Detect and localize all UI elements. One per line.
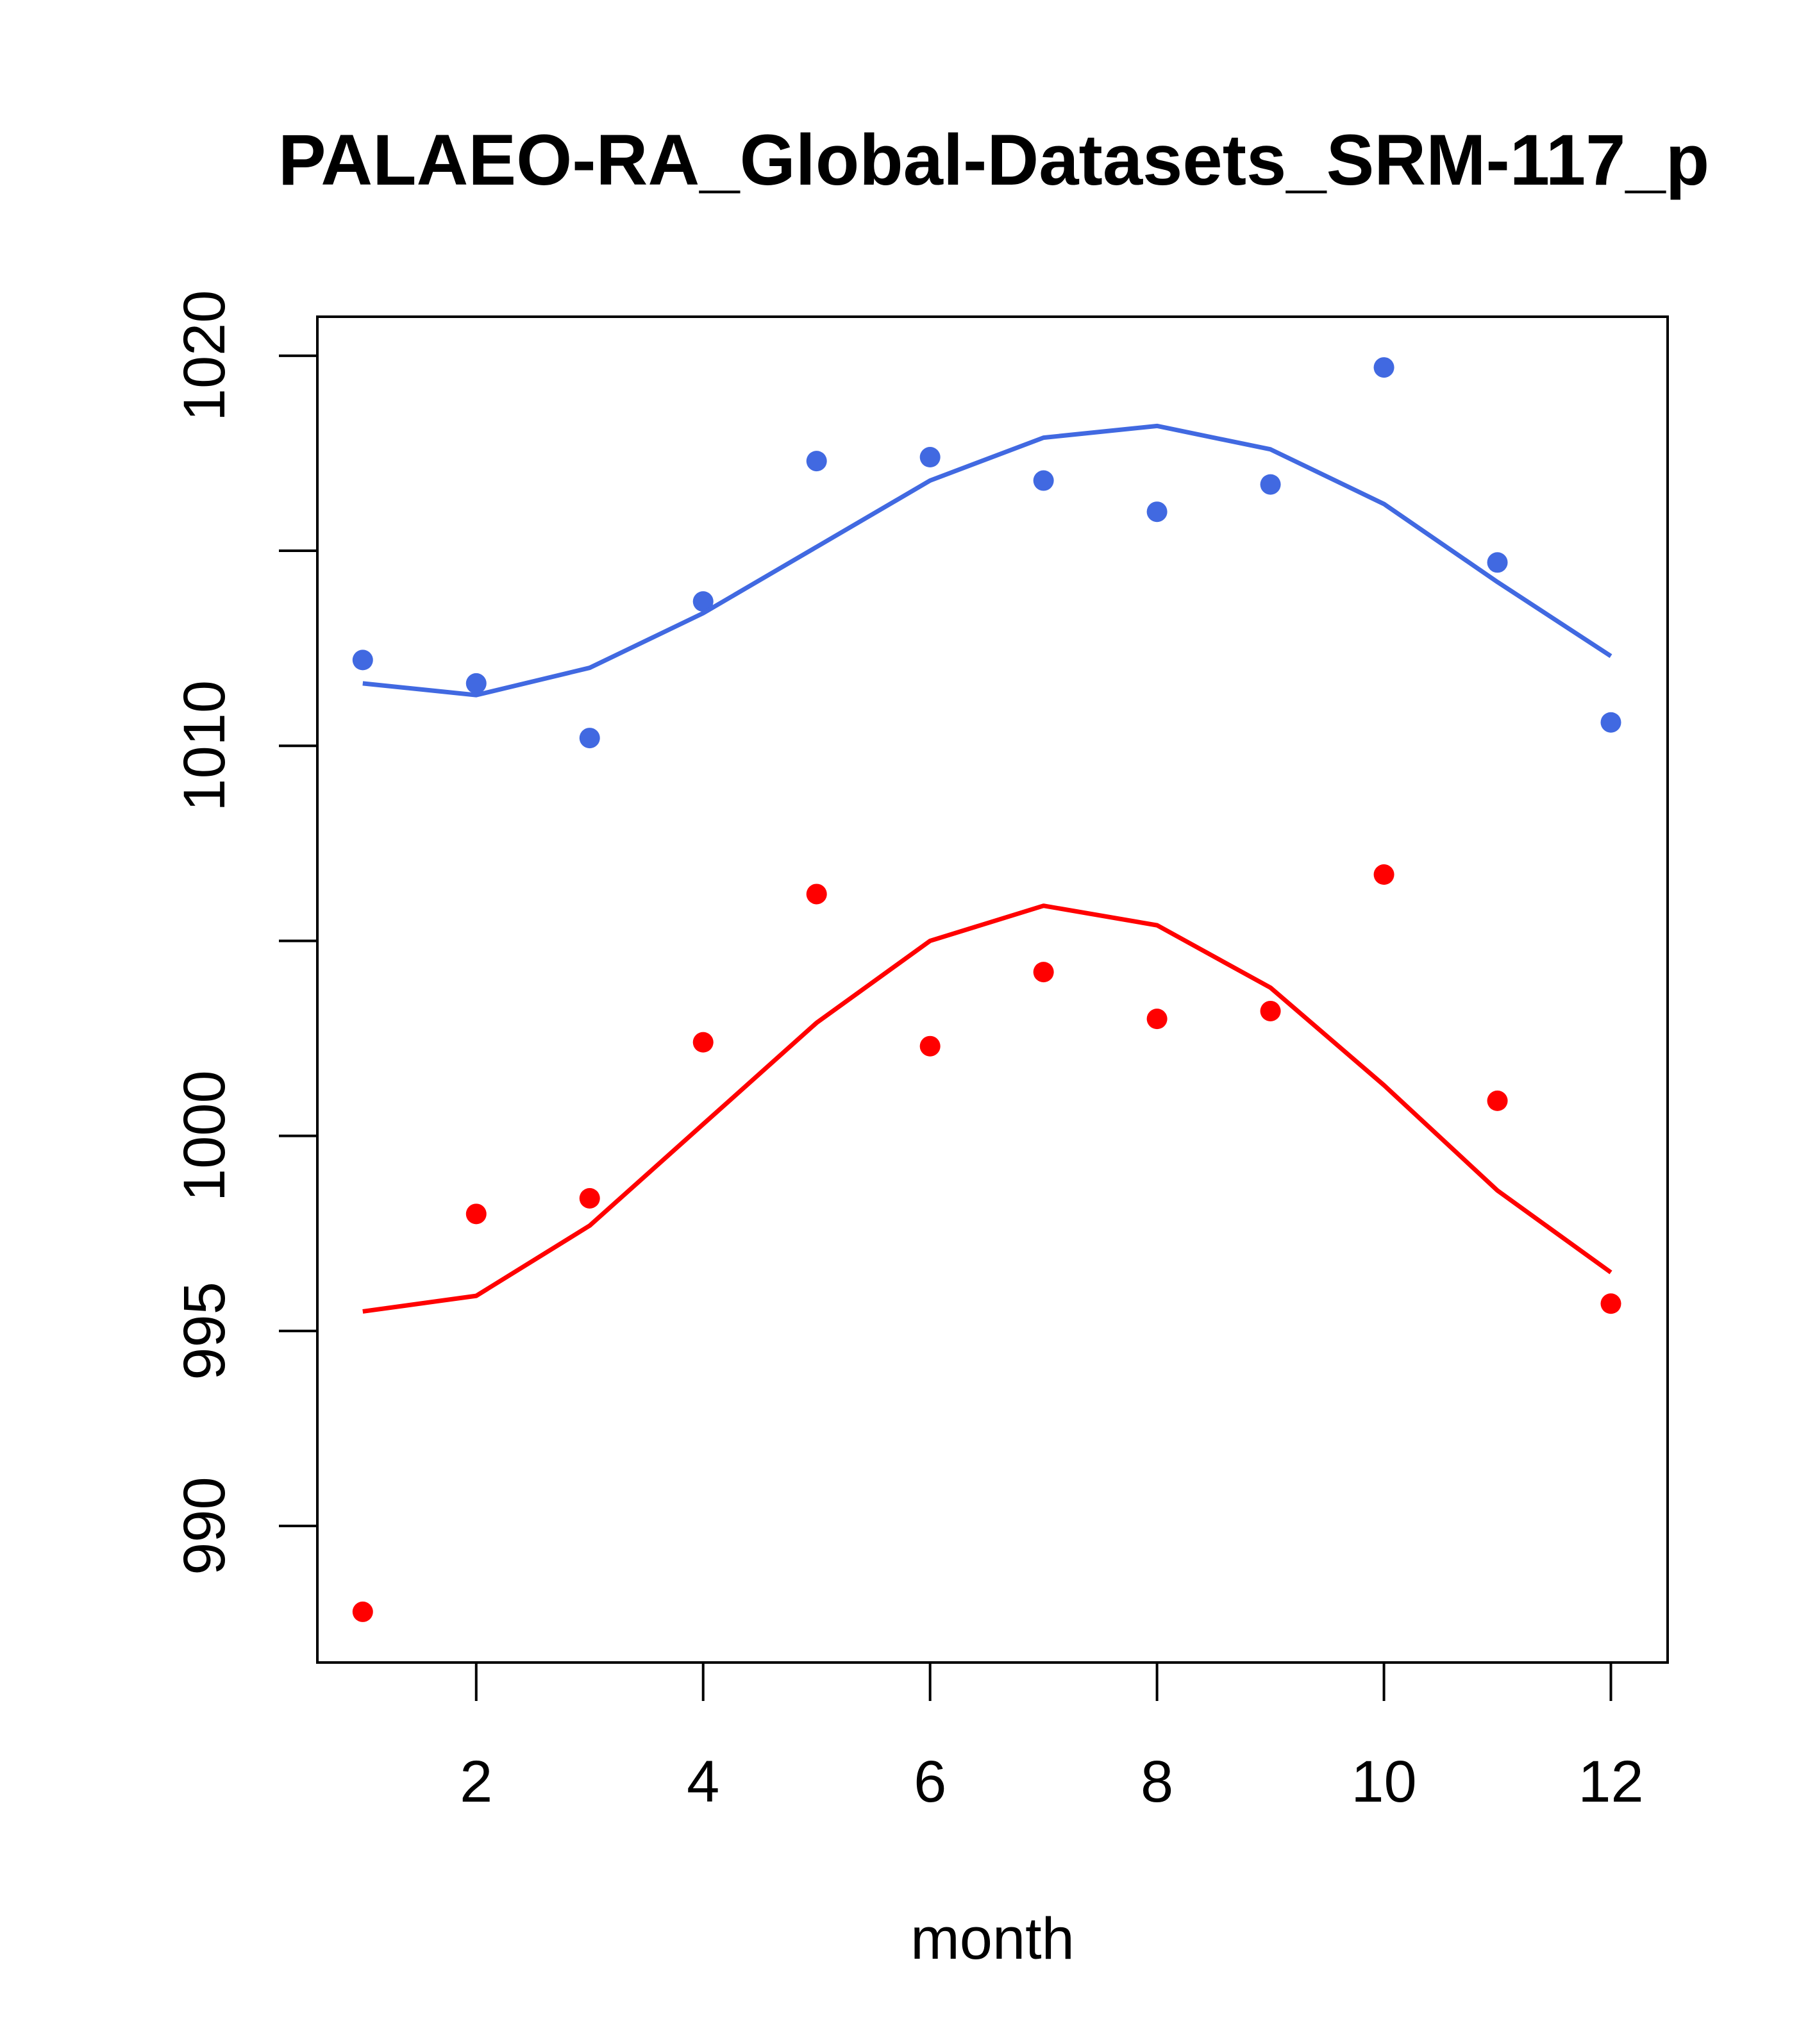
red-point [1033, 962, 1054, 983]
x-tick-label: 2 [460, 1749, 492, 1814]
blue-point [579, 728, 600, 749]
chart-title: PALAEO-RA_Global-Datasets_SRM-117_p [278, 120, 1709, 200]
blue-point [1373, 357, 1394, 378]
x-tick-label: 6 [914, 1749, 946, 1814]
red-point [692, 1032, 714, 1053]
blue-point [352, 649, 373, 671]
blue-point [1033, 470, 1054, 491]
series-layer [352, 357, 1621, 1622]
blue-point [1260, 474, 1281, 495]
x-tick-label: 8 [1141, 1749, 1173, 1814]
blue-point [1487, 552, 1508, 573]
y-tick-label: 995 [172, 1282, 237, 1380]
y-axis: 990 995 1000 1010 1020 [172, 290, 319, 1575]
red-curve [362, 903, 1612, 1314]
red-points [352, 864, 1621, 1622]
blue-point [806, 451, 827, 472]
red-point [1260, 1000, 1281, 1021]
red-point [465, 1203, 487, 1225]
red-point [1373, 864, 1394, 885]
blue-point [1600, 712, 1621, 733]
x-axis: 2 4 6 8 10 12 [460, 1661, 1644, 1814]
blue-points [352, 357, 1621, 749]
red-point [1146, 1009, 1168, 1030]
red-point [352, 1601, 373, 1622]
blue-point [692, 591, 714, 612]
x-axis-label: month [910, 1906, 1075, 1972]
red-point [1487, 1090, 1508, 1111]
blue-point [465, 673, 487, 694]
y-tick-label: 1000 [172, 1070, 237, 1202]
red-point [919, 1035, 941, 1057]
red-point [1600, 1293, 1621, 1314]
red-point [806, 884, 827, 905]
y-tick-label: 990 [172, 1477, 237, 1575]
y-tick-label: 1020 [172, 290, 237, 422]
x-tick-label: 12 [1578, 1749, 1643, 1814]
blue-point [1146, 501, 1168, 523]
blue-point [919, 447, 941, 468]
red-point [579, 1187, 600, 1209]
blue-curve [362, 423, 1612, 698]
blue-curve-line [362, 423, 1612, 698]
red-curve-line [362, 903, 1612, 1314]
y-tick-label: 1010 [172, 680, 237, 812]
x-tick-label: 4 [687, 1749, 719, 1814]
x-tick-label: 10 [1351, 1749, 1416, 1814]
